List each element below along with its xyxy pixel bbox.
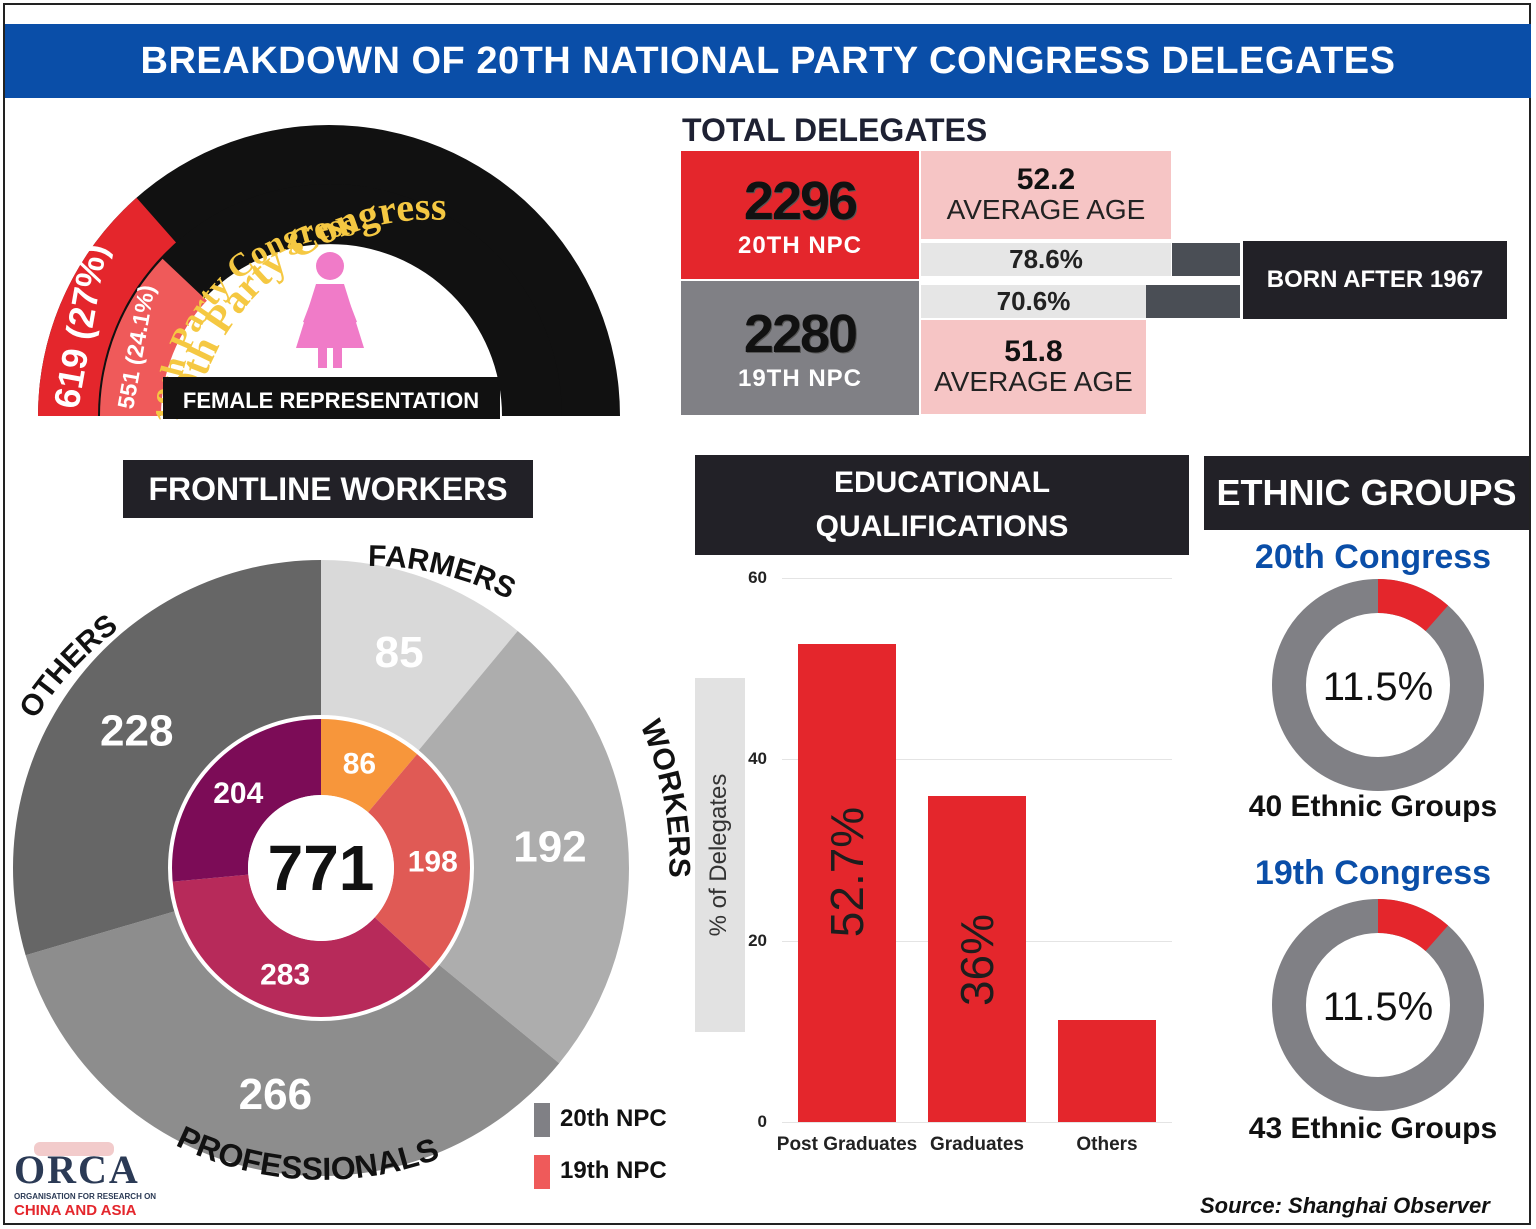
outer-slice-workers	[418, 630, 629, 1064]
bar-value-label: 52.7%	[821, 806, 873, 938]
y-tick-label: 40	[748, 749, 767, 769]
ethnic-19-groups: 43 Ethnic Groups	[1248, 1112, 1498, 1145]
ethnic-20-title: 20th Congress	[1254, 538, 1492, 576]
outer-slice-farmers	[321, 560, 518, 752]
npc19-box: 2280 19TH NPC	[681, 281, 919, 415]
outer-slice-professionals	[25, 911, 560, 1176]
inner-value-workers: 198	[408, 845, 458, 878]
arc-19th-red	[100, 258, 207, 416]
female-figure-icon	[296, 252, 364, 368]
frame-border	[3, 3, 1531, 1225]
ethnic-20-groups: 40 Ethnic Groups	[1248, 790, 1498, 823]
ethnic-20-pct: 11.5%	[1323, 665, 1433, 709]
education-ylabel: % of Delegates	[705, 773, 732, 937]
map-graphic-icon	[34, 1142, 114, 1156]
orca-logo: ORCA ORGANISATION FOR RESEARCH ON CHINA …	[14, 1142, 156, 1222]
npc20-count: 2296	[743, 171, 858, 231]
bar-graduates	[928, 795, 1026, 1122]
inner-slice-professionals	[171, 874, 432, 1019]
bar-post-graduates	[798, 644, 896, 1122]
legend-label-19: 19th NPC	[560, 1157, 667, 1184]
x-category-label: Post Graduates	[776, 1134, 918, 1155]
source-label: Source	[1200, 1193, 1275, 1218]
gridline	[782, 1122, 1172, 1123]
ylabel-background	[695, 678, 745, 1032]
outer-value-others: 228	[100, 707, 173, 756]
legend-swatch-19	[534, 1155, 550, 1189]
female-representation-chart: 20th Party Congress 19th Party Congress …	[38, 125, 620, 422]
x-category-label: Others	[1076, 1134, 1138, 1155]
gridline	[782, 578, 1172, 579]
outer-value-professionals: 266	[239, 1070, 312, 1119]
npc19-born-pct: 70.6%	[996, 286, 1071, 316]
ethnic-heading: ETHNIC GROUPS	[1204, 456, 1529, 530]
npc19-age-box: 51.8 AVERAGE AGE	[921, 320, 1146, 414]
education-heading-line1: EDUCATIONAL	[833, 466, 1051, 499]
inner-value-professionals: 283	[260, 959, 310, 992]
legend-label-20: 20th NPC	[560, 1105, 667, 1132]
legend-swatch-20	[534, 1103, 550, 1137]
npc20-avg-age: 52.2	[1016, 163, 1076, 196]
ethnic-20-donut: 11.5%	[1272, 579, 1484, 791]
education-heading: EDUCATIONAL QUALIFICATIONS	[695, 455, 1189, 555]
npc19-label: 19TH NPC	[737, 365, 863, 392]
npc20-born-bar: 78.6%	[921, 243, 1171, 276]
npc19-age-label: AVERAGE AGE	[934, 366, 1133, 397]
inner-value-others: 204	[213, 777, 263, 810]
cat-label-workers: WORKERS	[634, 715, 696, 878]
arc-19th-black	[98, 184, 562, 416]
frontline-center-total: 771	[268, 832, 375, 904]
outer-value-workers: 192	[513, 822, 586, 871]
npc20-label: 20TH NPC	[737, 232, 863, 259]
outer-slice-others	[12, 560, 321, 956]
born-after-label: BORN AFTER 1967	[1243, 241, 1507, 319]
bar-others	[1058, 1019, 1156, 1122]
y-tick-label: 0	[757, 1112, 767, 1131]
inner-slice-workers	[368, 753, 472, 970]
logo-line2: CHINA AND ASIA	[14, 1202, 137, 1219]
ethnic-19-donut: 11.5%	[1272, 899, 1484, 1111]
ethnic-19-title: 19th Congress	[1254, 854, 1492, 892]
inner-value-farmers: 86	[343, 747, 376, 780]
inner-slice-farmers	[321, 718, 418, 813]
npc20-age-label: AVERAGE AGE	[946, 194, 1146, 225]
female-caption: FEMALE REPRESENTATION	[183, 388, 479, 413]
y-tick-label: 20	[748, 930, 767, 950]
arc-20th-black	[38, 125, 620, 417]
logo-line1: ORGANISATION FOR RESEARCH ON	[14, 1192, 157, 1201]
npc19-avg-age: 51.8	[1004, 335, 1063, 368]
npc19-born-rest	[1146, 285, 1240, 318]
npc20-born-rest	[1172, 243, 1240, 276]
page-title: BREAKDOWN OF 20TH NATIONAL PARTY CONGRES…	[5, 24, 1531, 98]
npc20-box: 2296 20TH NPC	[681, 151, 919, 279]
npc19-born-bar: 70.6%	[921, 285, 1146, 318]
arc-20th-red	[38, 197, 181, 416]
total-delegates-heading: TOTAL DELEGATES	[682, 112, 988, 148]
education-heading-line2: QUALIFICATIONS	[815, 510, 1069, 543]
gridline	[782, 759, 1172, 761]
y-tick-label: 60	[748, 568, 767, 587]
npc19-count: 2280	[743, 304, 858, 364]
npc20-age-box: 52.2 AVERAGE AGE	[921, 151, 1171, 239]
frontline-heading: FRONTLINE WORKERS	[123, 460, 533, 518]
source-text: : Shanghai Observer	[1274, 1193, 1490, 1218]
x-category-label: Graduates	[930, 1134, 1024, 1155]
source-note: Source: Shanghai Observer	[1200, 1193, 1490, 1219]
ethnic-19-pct: 11.5%	[1323, 985, 1433, 1029]
inner-slice-others	[170, 718, 321, 882]
bar-value-label: 36%	[951, 913, 1003, 1006]
npc20-born-pct: 78.6%	[1009, 244, 1083, 274]
outer-value-farmers: 85	[375, 628, 424, 677]
logo-name: ORCA	[14, 1147, 140, 1192]
